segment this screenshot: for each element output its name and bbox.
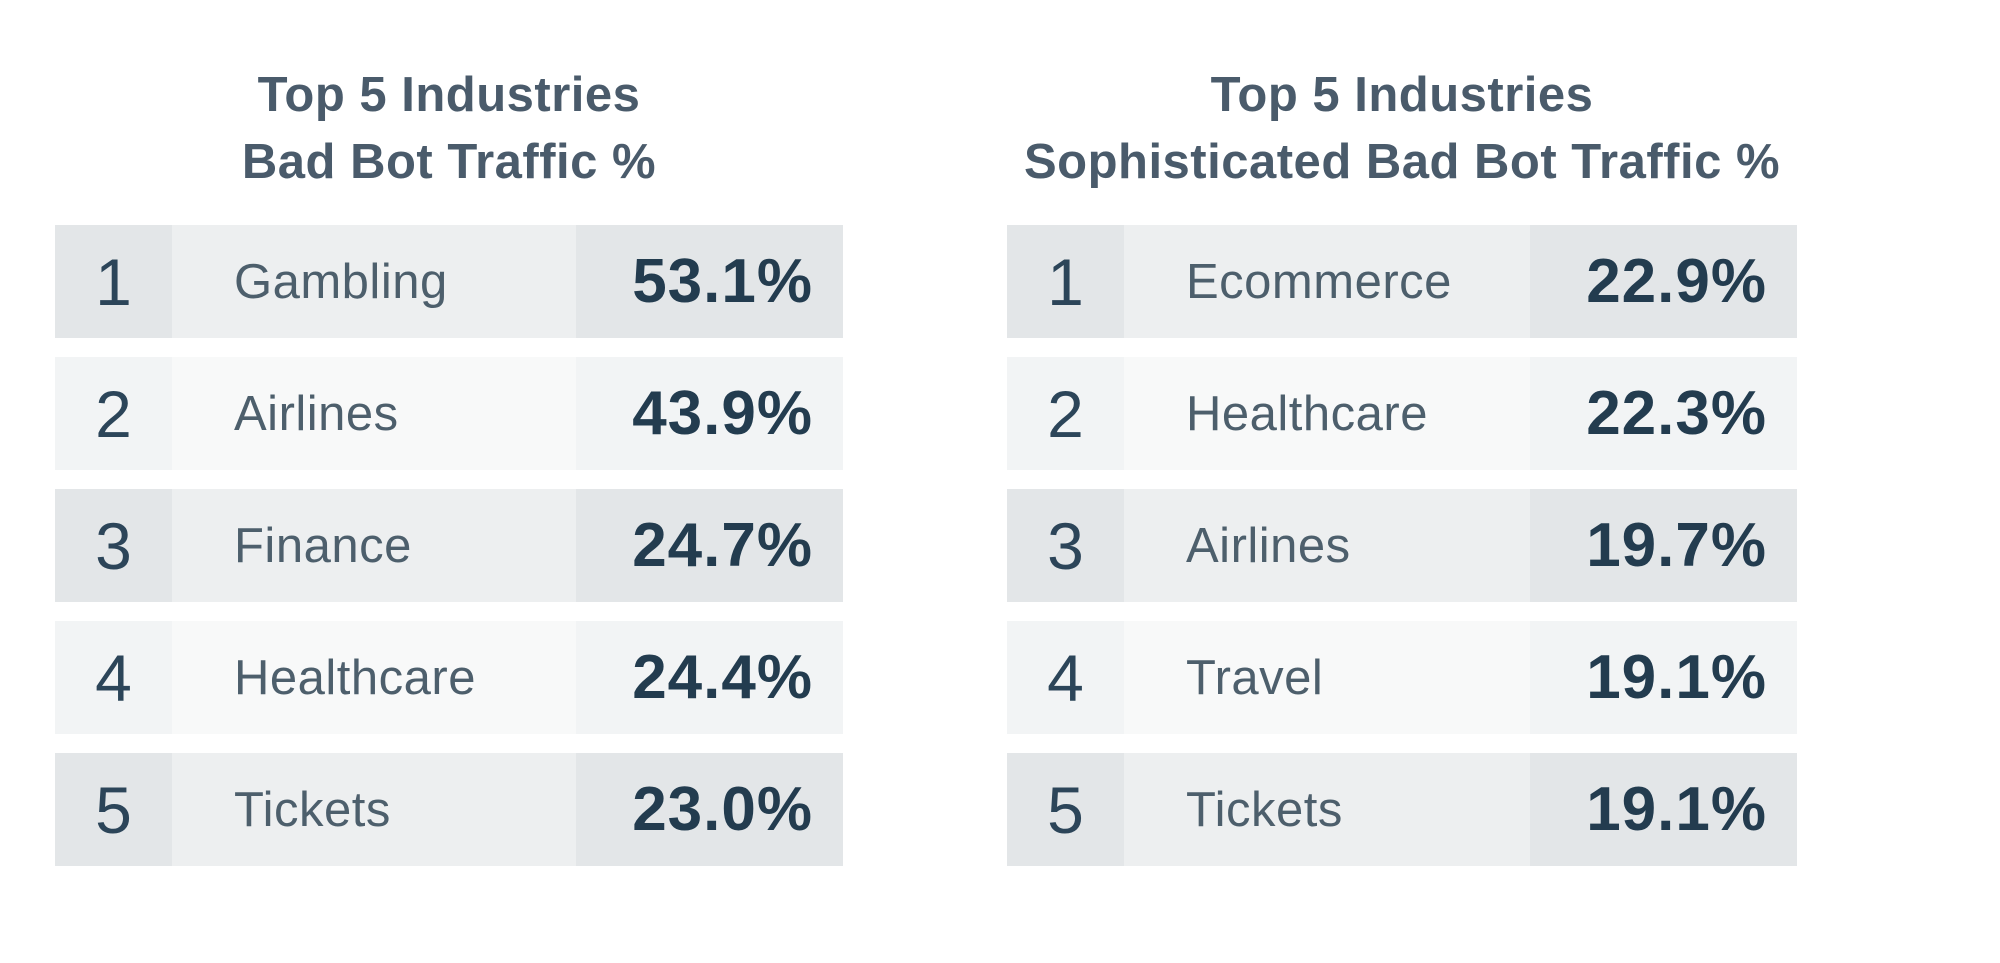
title-line-1: Top 5 Industries [257,68,641,122]
rank-cell: 2 [55,357,172,470]
industry-cell: Ecommerce [1124,225,1530,338]
table-row: 3 Finance 24.7% [55,489,843,602]
value-cell: 22.3% [1530,357,1797,470]
rank-cell: 5 [55,753,172,866]
rank-cell: 3 [55,489,172,602]
industry-cell: Airlines [1124,489,1530,602]
rank-cell: 1 [1007,225,1124,338]
title-line-1: Top 5 Industries [1210,68,1594,122]
rank-cell: 1 [55,225,172,338]
table-row: 1 Gambling 53.1% [55,225,843,338]
title-line-2: Sophisticated Bad Bot Traffic % [1023,135,1781,189]
table-row: 3 Airlines 19.7% [1007,489,1797,602]
sophisticated-bad-bot-traffic-panel: Top 5 Industries Sophisticated Bad Bot T… [1007,0,1797,963]
sophisticated-bad-bot-traffic-title: Top 5 Industries Sophisticated Bad Bot T… [1007,62,1797,196]
value-cell: 53.1% [576,225,843,338]
industry-cell: Healthcare [1124,357,1530,470]
value-cell: 19.1% [1530,753,1797,866]
table-row: 4 Healthcare 24.4% [55,621,843,734]
industry-cell: Travel [1124,621,1530,734]
table-row: 5 Tickets 19.1% [1007,753,1797,866]
bad-bot-traffic-table: 1 Gambling 53.1% 2 Airlines 43.9% 3 Fina… [55,225,843,885]
title-line-2: Bad Bot Traffic % [241,135,657,189]
industry-cell: Healthcare [172,621,576,734]
industry-cell: Finance [172,489,576,602]
rank-cell: 3 [1007,489,1124,602]
value-cell: 19.7% [1530,489,1797,602]
value-cell: 19.1% [1530,621,1797,734]
bad-bot-traffic-panel: Top 5 Industries Bad Bot Traffic % 1 Gam… [55,0,843,963]
table-row: 5 Tickets 23.0% [55,753,843,866]
bad-bot-traffic-title: Top 5 Industries Bad Bot Traffic % [55,62,843,196]
rank-cell: 2 [1007,357,1124,470]
rank-cell: 4 [1007,621,1124,734]
value-cell: 24.7% [576,489,843,602]
rank-cell: 4 [55,621,172,734]
rank-cell: 5 [1007,753,1124,866]
value-cell: 24.4% [576,621,843,734]
value-cell: 22.9% [1530,225,1797,338]
industry-cell: Airlines [172,357,576,470]
industry-cell: Tickets [172,753,576,866]
table-row: 1 Ecommerce 22.9% [1007,225,1797,338]
table-row: 2 Airlines 43.9% [55,357,843,470]
industry-cell: Gambling [172,225,576,338]
table-row: 4 Travel 19.1% [1007,621,1797,734]
table-row: 2 Healthcare 22.3% [1007,357,1797,470]
value-cell: 23.0% [576,753,843,866]
sophisticated-bad-bot-traffic-table: 1 Ecommerce 22.9% 2 Healthcare 22.3% 3 A… [1007,225,1797,885]
industry-cell: Tickets [1124,753,1530,866]
value-cell: 43.9% [576,357,843,470]
